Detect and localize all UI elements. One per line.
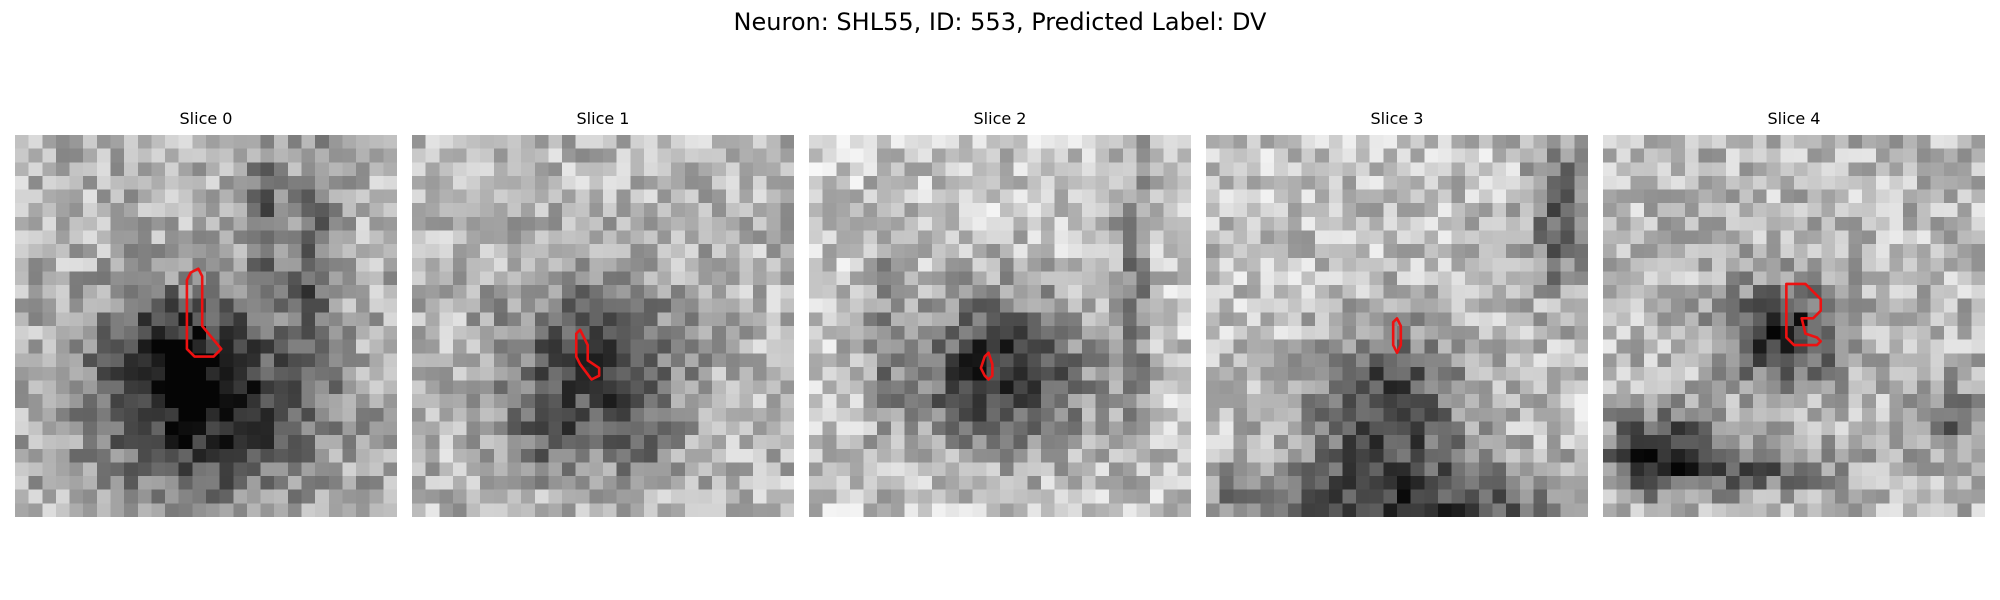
roi-contour [981, 353, 992, 380]
slice-image [1206, 135, 1588, 517]
roi-contour [1393, 318, 1401, 352]
slice-image [412, 135, 794, 517]
slice-panel-4: Slice 4 [1603, 108, 1985, 520]
slice-panel-1: Slice 1 [412, 108, 794, 520]
roi-contour [576, 330, 599, 380]
pixel-grid [1603, 135, 1985, 517]
slice-panel-3: Slice 3 [1206, 108, 1588, 520]
roi-contour [1786, 284, 1820, 345]
slice-title: Slice 4 [1767, 109, 1821, 128]
pixel-grid [412, 135, 794, 517]
roi-contour [187, 269, 221, 357]
pixel-grid [809, 135, 1191, 517]
slice-title: Slice 0 [179, 109, 233, 128]
slice-title: Slice 2 [973, 109, 1027, 128]
slice-title: Slice 3 [1370, 109, 1424, 128]
slice-image [809, 135, 1191, 517]
slice-image [15, 135, 397, 517]
slice-panel-0: Slice 0 [15, 108, 397, 520]
pixel-grid [1206, 135, 1588, 517]
slice-image [1603, 135, 1985, 517]
figure-title: Neuron: SHL55, ID: 553, Predicted Label:… [733, 8, 1267, 36]
slice-panel-2: Slice 2 [809, 108, 1191, 520]
slice-title: Slice 1 [576, 109, 630, 128]
pixel-grid [15, 135, 397, 517]
